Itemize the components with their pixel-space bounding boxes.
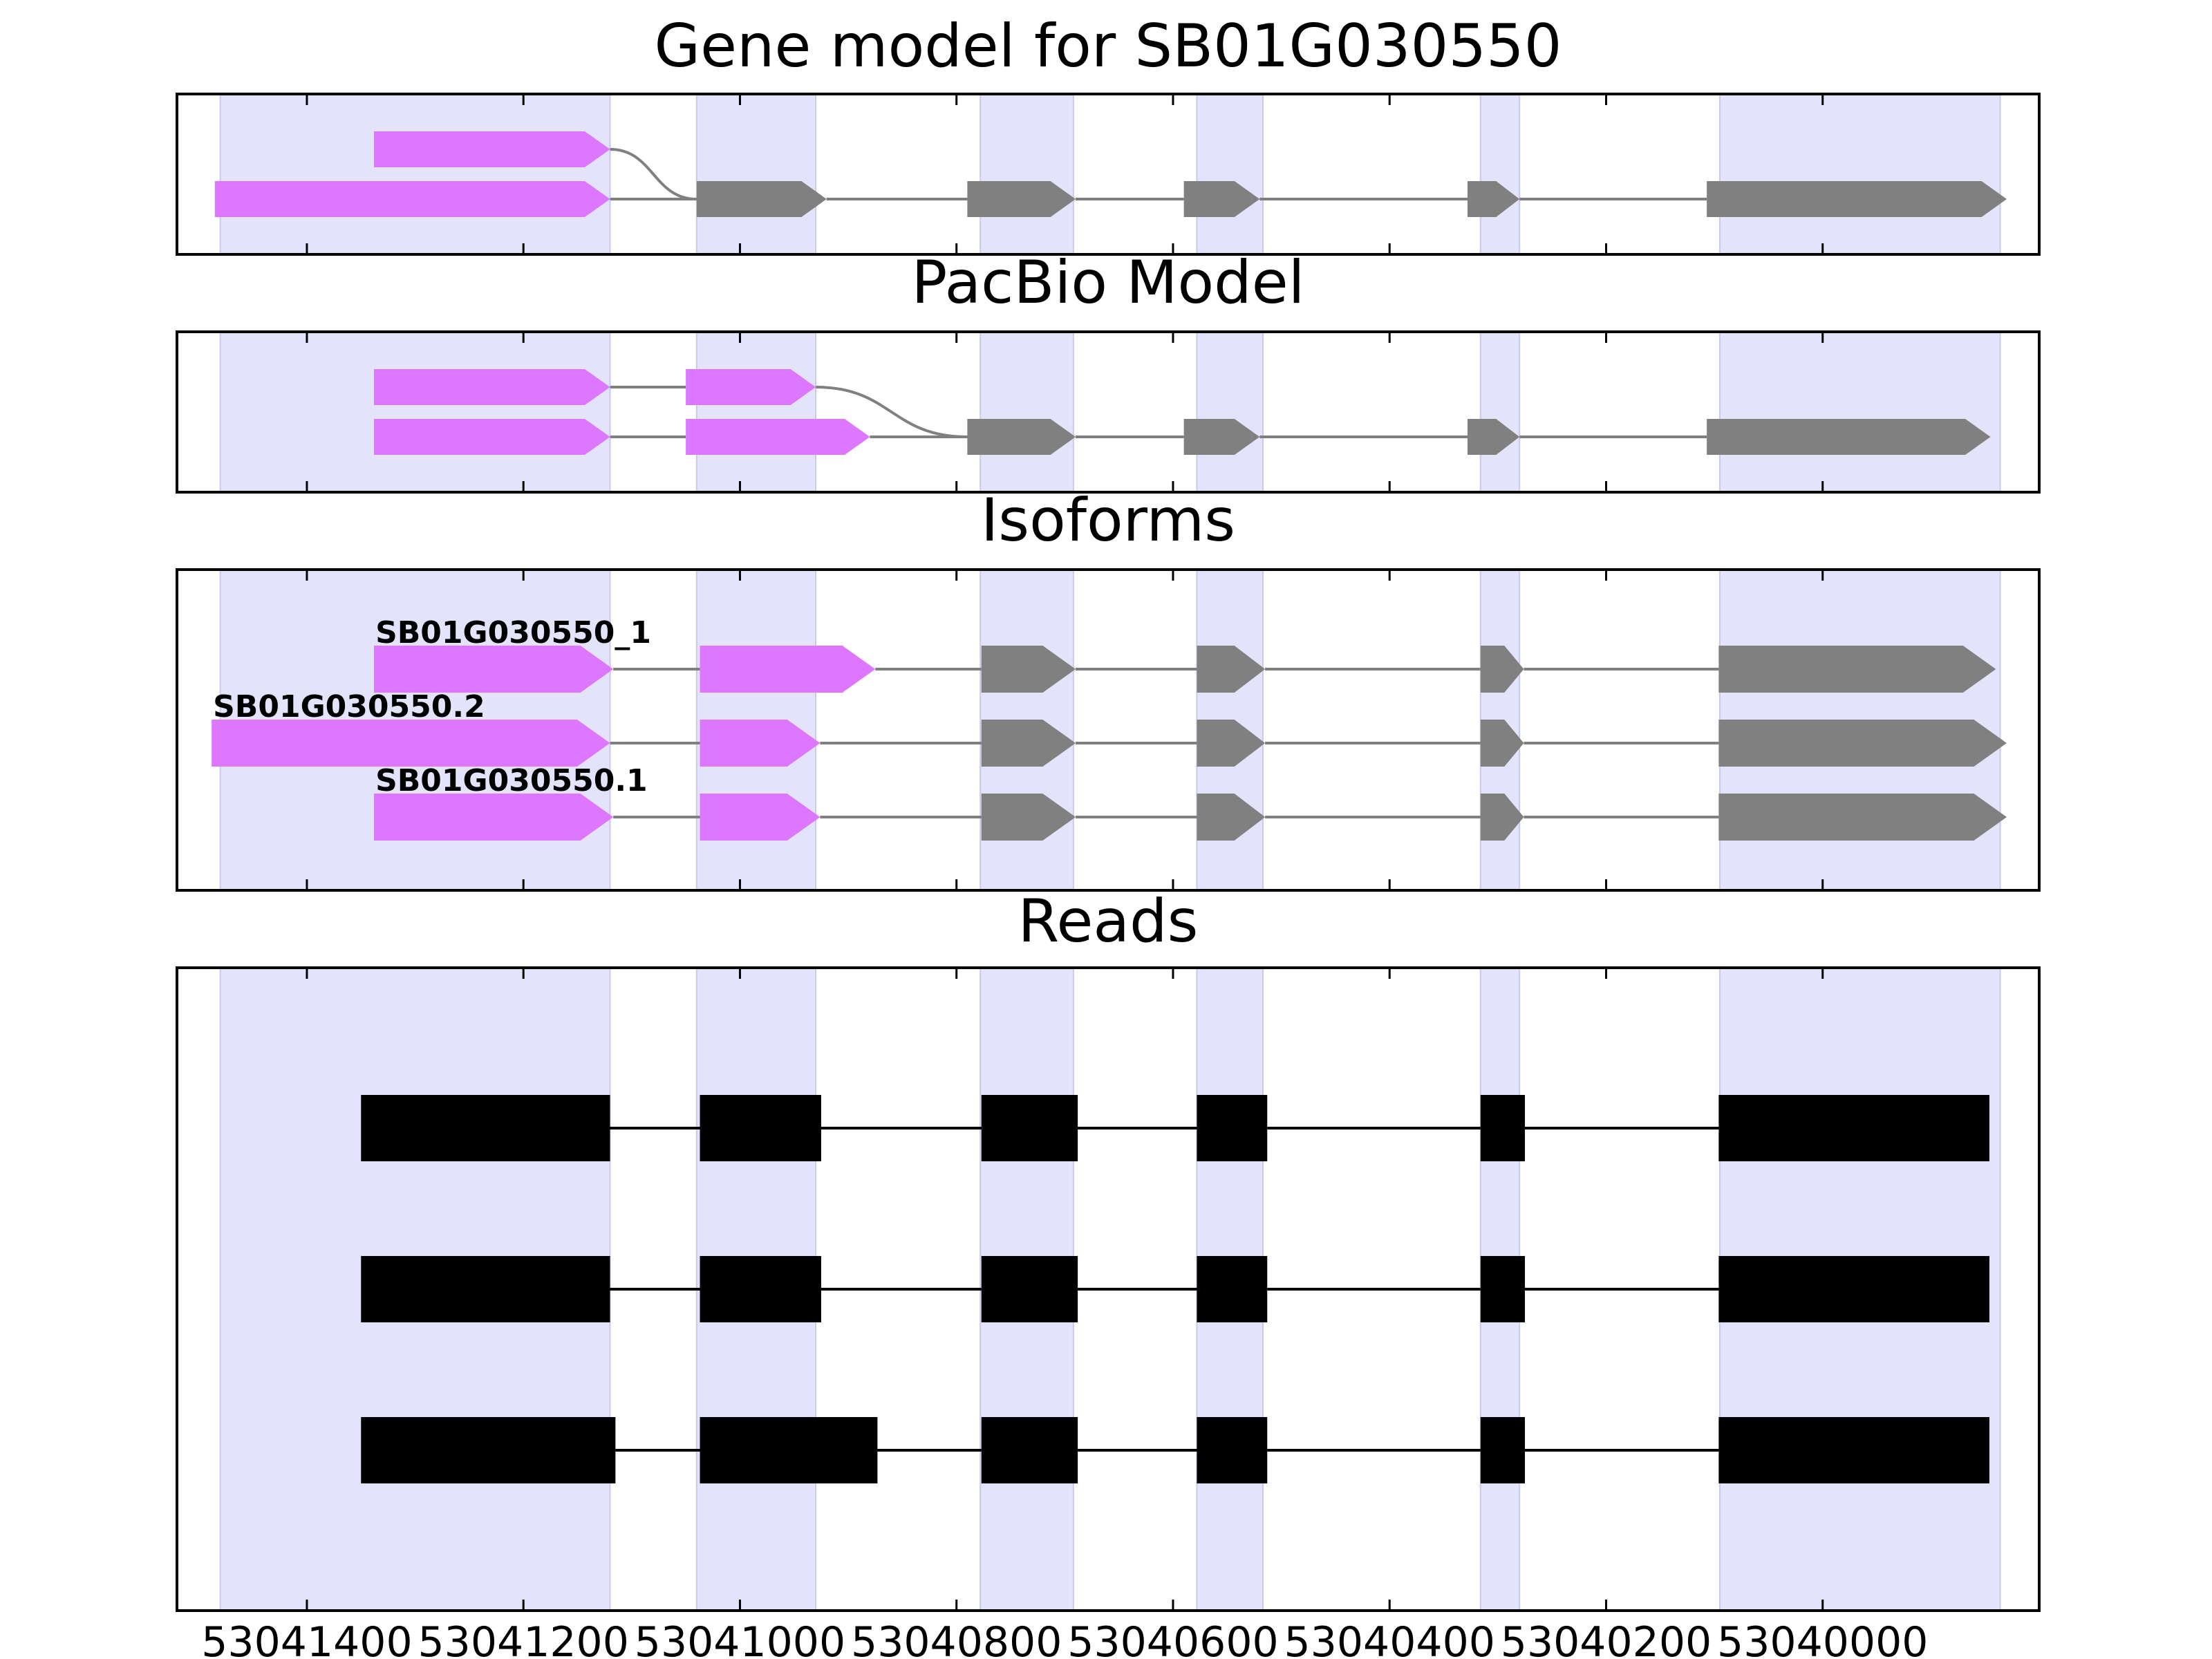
cds-exon [981, 720, 1076, 767]
cds-exon [1718, 794, 2007, 841]
x-tick-label: 53041400 [201, 1618, 412, 1659]
utr-exon [686, 369, 816, 405]
utr-exon [686, 419, 870, 455]
cds-exon [1183, 181, 1260, 217]
read-block [1480, 1256, 1526, 1322]
x-tick-label: 53040600 [1067, 1618, 1278, 1659]
cds-exon [1480, 794, 1524, 841]
exon-region-shade [1479, 93, 1521, 255]
junction-curve [610, 148, 697, 200]
utr-exon [374, 131, 610, 167]
cds-exon [1707, 181, 2007, 217]
exon-region-shade [1196, 93, 1264, 255]
exon-region-shade [1718, 93, 2001, 255]
read-block [981, 1256, 1078, 1322]
x-tick-label: 53041000 [635, 1618, 845, 1659]
panel-4: Reads [176, 887, 2041, 1612]
utr-exon [374, 419, 610, 455]
panel-2: PacBio Model [176, 248, 2041, 494]
read-block [1480, 1417, 1526, 1483]
read-block [981, 1095, 1078, 1161]
x-tick-label: 53040200 [1501, 1618, 1712, 1659]
cds-exon [1468, 181, 1520, 217]
cds-exon [981, 794, 1076, 841]
utr-exon [374, 794, 614, 841]
exon-region-shade [1718, 331, 2001, 493]
utr-exon [214, 181, 610, 217]
utr-exon [374, 369, 610, 405]
utr-exon [212, 720, 610, 767]
cds-exon [1480, 720, 1524, 767]
junction-curve [816, 386, 968, 438]
isoform-label: SB01G030550.1 [375, 763, 648, 798]
panel-title: Gene model for SB01G030550 [655, 12, 1562, 81]
utr-exon [700, 720, 821, 767]
read-block [700, 1256, 821, 1322]
read-block [1197, 1256, 1268, 1322]
isoform-label: SB01G030550.2 [213, 689, 485, 724]
panel-frame [176, 330, 2041, 494]
x-tick-label: 53040800 [851, 1618, 1062, 1659]
panel-1: Gene model for SB01G030550 [176, 12, 2041, 256]
panel-title: PacBio Model [911, 248, 1304, 317]
panel-title: Reads [1018, 887, 1199, 956]
cds-exon [1468, 419, 1520, 455]
cds-exon [967, 181, 1076, 217]
read-block [1480, 1095, 1526, 1161]
exon-region-shade [1196, 331, 1264, 493]
cds-exon [1197, 646, 1266, 693]
cds-exon [1183, 419, 1260, 455]
panel-frame [176, 568, 2041, 892]
read-block [361, 1256, 610, 1322]
read-block [1197, 1095, 1268, 1161]
panel-frame [176, 966, 2041, 1612]
read-block [1718, 1256, 1989, 1322]
cds-exon [1707, 419, 1991, 455]
exon-region-shade [980, 331, 1074, 493]
utr-exon [700, 646, 876, 693]
utr-exon [700, 794, 821, 841]
utr-exon [374, 646, 614, 693]
read-block [361, 1095, 610, 1161]
cds-exon [967, 419, 1076, 455]
panel-frame [176, 93, 2041, 256]
x-tick-label: 53040000 [1717, 1618, 1928, 1659]
exon-region-shade [219, 93, 611, 255]
cds-exon [1718, 720, 2007, 767]
read-block [1197, 1417, 1268, 1483]
exon-region-shade [219, 331, 611, 493]
panel-title: Isoforms [981, 486, 1235, 555]
isoform-label: SB01G030550_1 [375, 615, 651, 650]
exon-region-shade [980, 93, 1074, 255]
cds-exon [981, 646, 1076, 693]
x-tick-label: 53040400 [1284, 1618, 1495, 1659]
cds-exon [1197, 794, 1266, 841]
cds-exon [696, 181, 827, 217]
cds-exon [1480, 646, 1524, 693]
read-block [981, 1417, 1078, 1483]
read-block [700, 1095, 821, 1161]
panel-3: Isoforms SB01G030550.1 SB01G030550.2 SB01G0… [176, 486, 2041, 892]
exon-region-shade [695, 93, 817, 255]
read-block [361, 1417, 616, 1483]
read-block [700, 1417, 878, 1483]
exon-region-shade [1479, 331, 1521, 493]
read-block [1718, 1095, 1989, 1161]
cds-exon [1718, 646, 1996, 693]
x-tick-label: 53041200 [418, 1618, 629, 1659]
read-block [1718, 1417, 1989, 1483]
exon-region-shade [695, 331, 817, 493]
cds-exon [1197, 720, 1266, 767]
